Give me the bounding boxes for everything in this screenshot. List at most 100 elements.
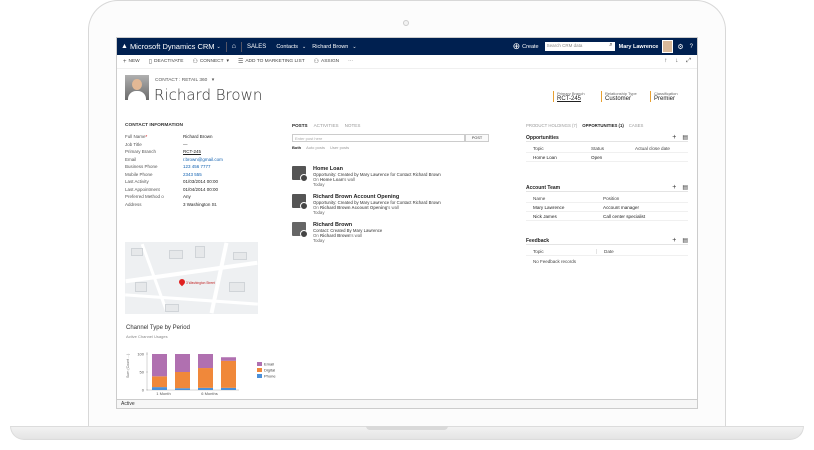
home-icon[interactable]: ⌂ xyxy=(231,43,236,50)
column-header[interactable]: Status xyxy=(591,145,605,151)
add-icon[interactable]: + xyxy=(672,134,677,141)
field-value[interactable]: 3 Washington St. xyxy=(183,201,218,207)
column-header[interactable]: Actual close date xyxy=(635,145,670,151)
chevron-down-icon[interactable]: ⌄ xyxy=(302,43,307,50)
field-value[interactable]: 01/03/2014 00:00 xyxy=(183,179,219,185)
new-button[interactable]: + NEW xyxy=(123,59,140,65)
gear-icon[interactable]: ⚙ xyxy=(677,43,684,51)
x-tick-label: 6 Months xyxy=(201,391,217,396)
arrow-down-icon[interactable]: ↓ xyxy=(675,58,679,64)
map-block xyxy=(233,252,247,260)
add-icon[interactable]: + xyxy=(672,184,677,191)
column-header[interactable]: Name xyxy=(533,195,546,201)
cell-topic: Home Loan xyxy=(533,154,557,160)
more-commands-button[interactable]: ··· xyxy=(348,59,353,64)
filter-both[interactable]: Both xyxy=(292,145,302,150)
post-title[interactable]: Home Loan xyxy=(313,166,343,172)
field-value[interactable]: r.brown@gmail.com xyxy=(183,156,223,162)
table-row[interactable]: Home Loan Open xyxy=(526,153,688,162)
related-section: PRODUCT HOLDINGS (7) OPPORTUNITIES (1) C… xyxy=(526,123,688,281)
deactivate-button[interactable]: ▯ DEACTIVATE xyxy=(149,58,184,65)
post-text: Contact: Created By Mary Lawrence xyxy=(313,228,383,233)
add-icon[interactable]: + xyxy=(672,237,677,244)
nav-record-name[interactable]: Richard Brown xyxy=(312,43,349,50)
tab-cases[interactable]: CASES xyxy=(628,123,644,128)
app-brand[interactable]: ▲ Microsoft Dynamics CRM ⌄ xyxy=(121,42,221,51)
tab-posts[interactable]: POSTS xyxy=(292,123,308,128)
help-icon[interactable]: ? xyxy=(689,43,693,50)
column-header[interactable]: Date xyxy=(596,248,614,254)
post-wall-link[interactable]: Home Loan xyxy=(319,177,344,182)
post-title[interactable]: Richard Brown Account Opening xyxy=(313,194,400,200)
map-pin-icon[interactable] xyxy=(177,277,187,287)
filter-user-posts[interactable]: User posts xyxy=(330,145,350,150)
tab-notes[interactable]: NOTES xyxy=(344,123,361,128)
arrow-up-icon[interactable]: ↑ xyxy=(664,58,668,64)
cell-position: Account manager xyxy=(603,204,640,210)
contact-photo[interactable] xyxy=(125,75,149,100)
post-wall-link[interactable]: Richard Brown xyxy=(319,233,351,238)
post-button[interactable]: POST xyxy=(465,134,489,142)
grid-view-icon[interactable]: ▤ xyxy=(682,135,688,141)
field-label: Primary Branch xyxy=(125,149,157,155)
field-primary-branch: Primary Branch RCT-245 xyxy=(125,148,260,156)
assign-button[interactable]: ⚇ ASSIGN xyxy=(314,58,340,65)
post-item: Richard Brown Account Opening Opportunit… xyxy=(292,194,492,215)
post-wall: On Home Loan's wall xyxy=(313,177,441,182)
table-row[interactable]: Mary Lawrence Account manager xyxy=(526,203,688,212)
connect-button[interactable]: ⚇ CONNECT ▾ xyxy=(192,58,229,65)
related-tabs: PRODUCT HOLDINGS (7) OPPORTUNITIES (1) C… xyxy=(526,123,688,128)
header-field-value[interactable]: RCT-245 xyxy=(557,96,582,102)
create-button[interactable]: Create xyxy=(522,43,539,50)
navbar-right: ⊕ Create Search CRM data ⌕ Mary Lawrence… xyxy=(513,38,693,55)
header-field-classification: Classification Premier xyxy=(650,91,678,102)
column-header[interactable]: Topic xyxy=(533,145,544,151)
post-title[interactable]: Richard Brown xyxy=(313,222,353,228)
post-input[interactable]: Enter post here xyxy=(292,134,465,142)
field-value[interactable]: 2343 555 xyxy=(183,171,202,177)
user-avatar[interactable] xyxy=(662,40,674,53)
empty-message: No Feedback records xyxy=(533,259,577,264)
address-map[interactable]: 3 Washington Street xyxy=(125,242,258,314)
field-label-text: Full Name xyxy=(125,134,146,140)
post-item: Richard Brown Contact: Created By Mary L… xyxy=(292,222,492,243)
field-value[interactable]: 01/04/2014 00:00 xyxy=(183,186,219,192)
field-last-appointment: Last Appointment 01/04/2014 00:00 xyxy=(125,186,260,194)
plus-circle-icon[interactable]: ⊕ xyxy=(512,41,521,51)
tab-activities[interactable]: ACTIVITIES xyxy=(313,123,339,128)
field-value[interactable]: 123 456 7777 xyxy=(183,164,211,170)
column-header[interactable]: Position xyxy=(603,195,620,201)
search-input[interactable]: Search CRM data ⌕ xyxy=(544,42,615,51)
post-wall-link[interactable]: Richard Brown Account Opening xyxy=(319,205,388,210)
search-icon[interactable]: ⌕ xyxy=(609,42,613,48)
record-type-text: CONTACT : RETAIL 360 xyxy=(155,78,208,83)
field-value[interactable]: Richard Brown xyxy=(183,134,213,140)
column-header[interactable]: Topic xyxy=(533,248,544,254)
add-to-list-label: ADD TO MARKETING LIST xyxy=(245,59,305,64)
field-value[interactable]: Any xyxy=(183,194,191,200)
add-to-marketing-list-button[interactable]: ☰ ADD TO MARKETING LIST xyxy=(238,58,305,65)
contact-information-section: CONTACT INFORMATION Full Name* Richard Br… xyxy=(125,123,260,208)
grid-view-icon[interactable]: ▤ xyxy=(682,185,688,191)
posts-section: POSTS ACTIVITIES NOTES Enter post here P… xyxy=(292,123,492,250)
nav-area-sales[interactable]: SALES xyxy=(246,43,267,50)
nav-entity-contacts[interactable]: Contacts xyxy=(276,43,299,50)
map-road xyxy=(125,260,258,284)
chevron-down-icon[interactable]: ⌄ xyxy=(352,43,357,50)
tab-opportunities[interactable]: OPPORTUNITIES (1) xyxy=(582,123,624,128)
field-value[interactable]: — xyxy=(183,141,188,147)
user-name[interactable]: Mary Lawrence xyxy=(618,43,659,50)
filter-auto-posts[interactable]: Auto posts xyxy=(306,145,326,150)
tab-product-holdings[interactable]: PRODUCT HOLDINGS (7) xyxy=(526,123,578,128)
expand-icon[interactable]: ⤢ xyxy=(686,58,691,64)
cell-position: Call center specialist xyxy=(603,213,646,219)
record-type-label[interactable]: CONTACT : RETAIL 360 ▾ xyxy=(155,78,214,83)
grid-view-icon[interactable]: ▤ xyxy=(682,238,688,244)
table-row[interactable]: Nick James Call center specialist xyxy=(526,212,688,221)
chevron-down-icon: ⌄ xyxy=(216,43,221,50)
y-axis-label: Sum (Count ...) xyxy=(126,354,130,378)
field-value[interactable]: RCT-245 xyxy=(183,149,202,155)
map-block xyxy=(165,304,179,312)
people-icon: ⚇ xyxy=(192,59,198,65)
y-tick-label: 50 xyxy=(140,369,145,374)
